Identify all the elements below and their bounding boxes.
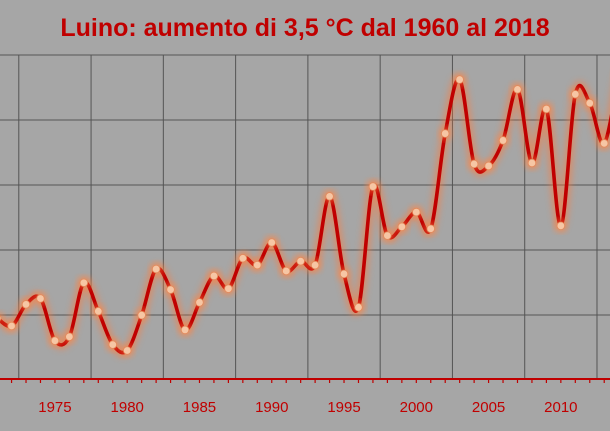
data-point [469, 159, 479, 169]
series-line [0, 77, 610, 355]
data-point [354, 303, 363, 312]
data-point [137, 310, 146, 320]
data-point [600, 139, 609, 148]
x-axis [0, 378, 610, 383]
data-point [368, 182, 378, 191]
data-point [7, 321, 16, 331]
data-point [542, 104, 551, 114]
data-point [0, 315, 2, 322]
data-point [325, 192, 334, 201]
data-point [94, 307, 103, 316]
data-point [253, 260, 262, 270]
data-point [282, 266, 291, 276]
data-point [426, 224, 435, 233]
data-point [441, 129, 450, 138]
x-tick-label: 1995 [327, 399, 360, 416]
data-point [571, 90, 580, 99]
data-point [310, 260, 320, 270]
x-tick-label: 1990 [255, 399, 288, 416]
data-point [180, 325, 190, 335]
data-point [383, 231, 392, 240]
data-point-glow [0, 312, 4, 324]
data-point [267, 238, 276, 247]
data-point [498, 136, 508, 145]
series-group [0, 73, 610, 358]
data-point [296, 256, 305, 266]
series-temperature [0, 73, 610, 358]
x-tick-label: 2005 [472, 399, 505, 416]
data-point [585, 98, 594, 108]
data-point [238, 254, 248, 263]
data-point [21, 300, 31, 309]
data-point [224, 284, 233, 293]
data-point [397, 222, 407, 232]
x-tick-label: 1975 [38, 399, 71, 416]
data-point [123, 346, 132, 355]
chart-title: Luino: aumento di 3,5 °C dal 1960 al 201… [60, 14, 550, 42]
x-tick-label: 2010 [544, 399, 577, 416]
x-tick-label: 1980 [111, 399, 144, 416]
data-point [79, 278, 89, 287]
data-point [50, 336, 60, 345]
x-tick-labels: 197519801985199019952000200520102 [38, 399, 577, 416]
data-point [455, 75, 464, 84]
data-point [209, 271, 219, 281]
x-tick-label: 1985 [183, 399, 216, 416]
x-tick-label: 2000 [400, 399, 433, 416]
data-point [166, 285, 175, 294]
data-point [527, 158, 537, 168]
data-point [65, 332, 74, 341]
data-point [412, 207, 421, 217]
data-point [513, 85, 522, 94]
data-point [339, 269, 349, 279]
data-point [484, 161, 493, 171]
data-point [195, 298, 204, 307]
data-point [556, 221, 566, 231]
data-point [36, 294, 45, 303]
data-point [151, 264, 161, 274]
data-point [108, 340, 117, 349]
